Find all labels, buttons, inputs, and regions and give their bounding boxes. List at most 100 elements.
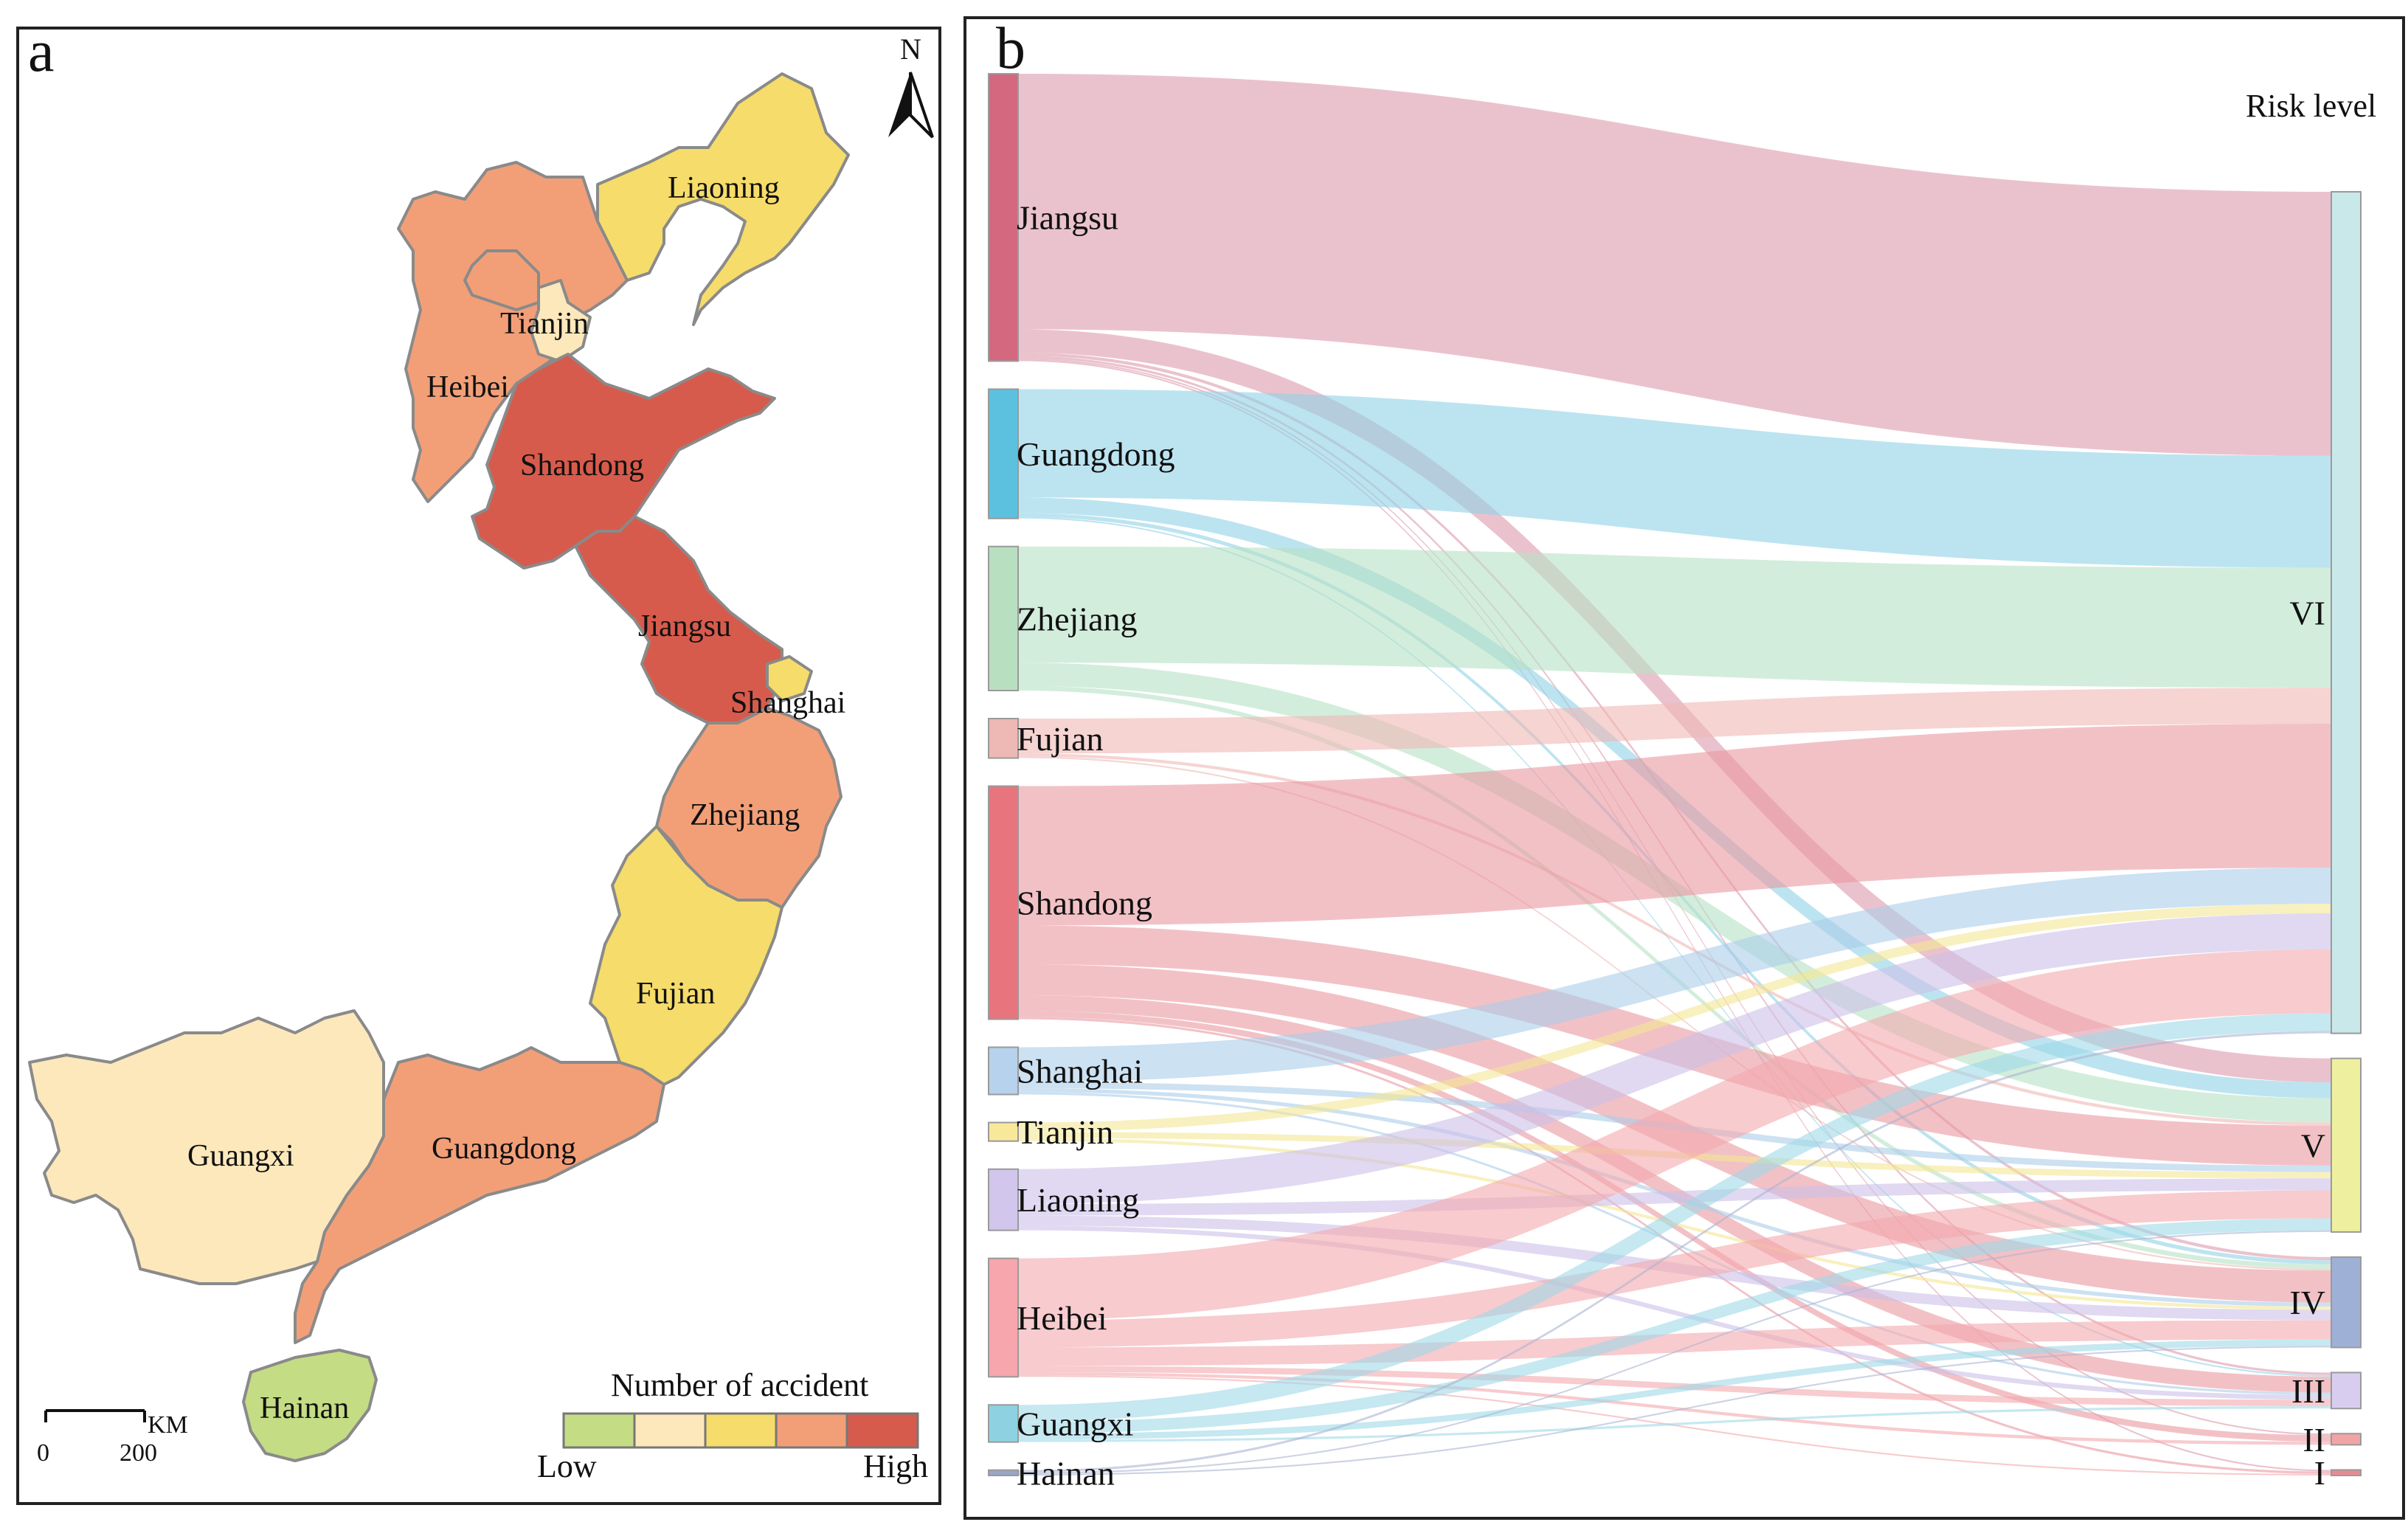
flow-liaoning-to-vi <box>1018 913 2331 1204</box>
flow-guangxi-to-iv <box>1018 1339 2331 1440</box>
province-map <box>28 72 850 1462</box>
legend-swatch-5 <box>845 1412 919 1449</box>
province-shandong <box>471 353 776 570</box>
source-node-zhejiang <box>988 545 1019 692</box>
map-label-guangxi: Guangxi <box>187 1139 294 1173</box>
province-liaoning <box>596 72 850 326</box>
province-shanghai <box>766 655 813 702</box>
map-label-tianjin: Tianjin <box>500 307 589 341</box>
panel-a: a N Liaoning Tianjin Heibei Shandong <box>16 19 941 1505</box>
flow-guangdong-to-vi <box>1018 389 2331 568</box>
province-heibei <box>397 161 629 503</box>
source-label-heibei: Heibei <box>1017 1299 1107 1337</box>
flow-fujian-to-v <box>1018 753 2331 1126</box>
map-label-guangdong: Guangdong <box>432 1132 576 1166</box>
sankey-labels: Jiangsu Guangdong Zhejiang Fujian Shandong Sh… <box>1017 199 2325 1492</box>
flow-hainan-to-v <box>1018 1230 2331 1474</box>
flow-guangxi-to-vi <box>1018 1013 2331 1422</box>
flow-tianjin-to-vi <box>1018 903 2331 1132</box>
target-node-iii <box>2331 1371 2362 1410</box>
flow-heibei-to-i <box>1018 1375 2331 1476</box>
source-node-heibei <box>988 1257 1019 1378</box>
flow-zhejiang-to-vi <box>1018 546 2331 688</box>
panel-b: b Risk level Jiangsu Guangdong Zhejiang Fuj… <box>963 16 2405 1520</box>
flow-liaoning-to-iii <box>1018 1225 2331 1400</box>
map-label-shandong: Shandong <box>520 449 644 482</box>
target-label-iv: IV <box>2289 1284 2325 1321</box>
source-node-jiangsu <box>988 73 1019 362</box>
map-label-hainan: Hainan <box>260 1391 349 1425</box>
source-label-fujian: Fujian <box>1017 720 1104 758</box>
legend-high: High <box>863 1448 928 1484</box>
map-label-jiangsu: Jiangsu <box>638 609 731 643</box>
flow-guangdong-to-iii <box>1018 516 2331 1377</box>
target-label-i: I <box>2314 1454 2325 1492</box>
legend-title: Number of accident <box>611 1367 868 1403</box>
source-node-liaoning <box>988 1168 1019 1231</box>
source-node-guangxi <box>988 1404 1019 1443</box>
risk-level-title: Risk level <box>2246 88 2376 124</box>
province-fujian <box>589 825 783 1086</box>
flow-shandong-to-vi <box>1018 724 2331 926</box>
source-label-hainan: Hainan <box>1017 1454 1115 1492</box>
source-label-liaoning: Liaoning <box>1017 1181 1139 1219</box>
flow-shanghai-to-vi <box>1018 868 2331 1082</box>
flow-guangxi-to-v <box>1018 1218 2331 1434</box>
source-label-tianjin: Tianjin <box>1017 1113 1113 1151</box>
source-label-guangxi: Guangxi <box>1017 1405 1133 1442</box>
target-node-ii <box>2331 1433 2362 1446</box>
north-arrow-icon: N <box>888 32 934 139</box>
legend-swatch-3 <box>704 1412 778 1449</box>
panel-b-label: b <box>996 16 1025 81</box>
source-node-shandong <box>988 785 1019 1020</box>
legend-swatch-1 <box>562 1412 636 1449</box>
flow-heibei-to-vi <box>1018 949 2331 1321</box>
source-node-tianjin <box>988 1121 1019 1142</box>
map-label-heibei: Heibei <box>426 370 509 404</box>
panel-a-label: a <box>28 19 55 84</box>
source-node-hainan <box>988 1469 1019 1477</box>
flow-heibei-to-v <box>1018 1190 2331 1348</box>
flow-liaoning-to-v <box>1018 1178 2331 1216</box>
source-node-guangdong <box>988 388 1019 519</box>
target-node-v <box>2331 1057 2362 1233</box>
province-hainan <box>242 1349 378 1462</box>
source-label-shandong: Shandong <box>1017 885 1152 922</box>
legend-swatch-4 <box>775 1412 848 1449</box>
flow-hainan-to-vi <box>1018 1031 2331 1473</box>
legend-low: Low <box>537 1448 597 1484</box>
map-label-fujian: Fujian <box>636 977 715 1011</box>
scale-bar: KM 0 200 <box>37 1409 188 1467</box>
flow-jiangsu-to-i <box>1018 359 2331 1472</box>
north-label: N <box>900 32 921 66</box>
province-guangxi <box>28 1009 385 1285</box>
sankey-nodes <box>988 73 2362 1477</box>
flow-fujian-to-vi <box>1018 688 2331 754</box>
flow-heibei-to-iii <box>1018 1366 2331 1406</box>
flow-guangxi-to-iii <box>1018 1405 2331 1442</box>
source-label-zhejiang: Zhejiang <box>1017 600 1138 637</box>
scale-unit: KM <box>148 1411 188 1439</box>
target-node-i <box>2331 1469 2362 1477</box>
source-node-fujian <box>988 718 1019 759</box>
legend: Number of accident Low High <box>537 1367 928 1484</box>
flow-heibei-to-iv <box>1018 1320 2331 1366</box>
source-label-shanghai: Shanghai <box>1017 1053 1143 1090</box>
map-label-liaoning: Liaoning <box>668 171 780 205</box>
target-label-iii: III <box>2291 1372 2325 1410</box>
flow-shandong-to-i <box>1018 1017 2331 1474</box>
sankey-flows <box>1018 74 2331 1476</box>
target-node-vi <box>2331 191 2362 1034</box>
flow-hainan-to-iv <box>1018 1346 2331 1476</box>
target-label-ii: II <box>2303 1421 2325 1459</box>
target-label-vi: VI <box>2289 594 2325 632</box>
province-labels: Liaoning Tianjin Heibei Shandong Jiangsu… <box>187 171 845 1425</box>
target-label-v: V <box>2301 1127 2325 1164</box>
source-label-jiangsu: Jiangsu <box>1017 199 1118 237</box>
flow-heibei-to-ii <box>1018 1371 2331 1445</box>
map-label-zhejiang: Zhejiang <box>690 798 800 832</box>
province-tianjin <box>530 279 592 363</box>
source-label-guangdong: Guangdong <box>1017 435 1175 473</box>
legend-swatches <box>562 1412 919 1449</box>
